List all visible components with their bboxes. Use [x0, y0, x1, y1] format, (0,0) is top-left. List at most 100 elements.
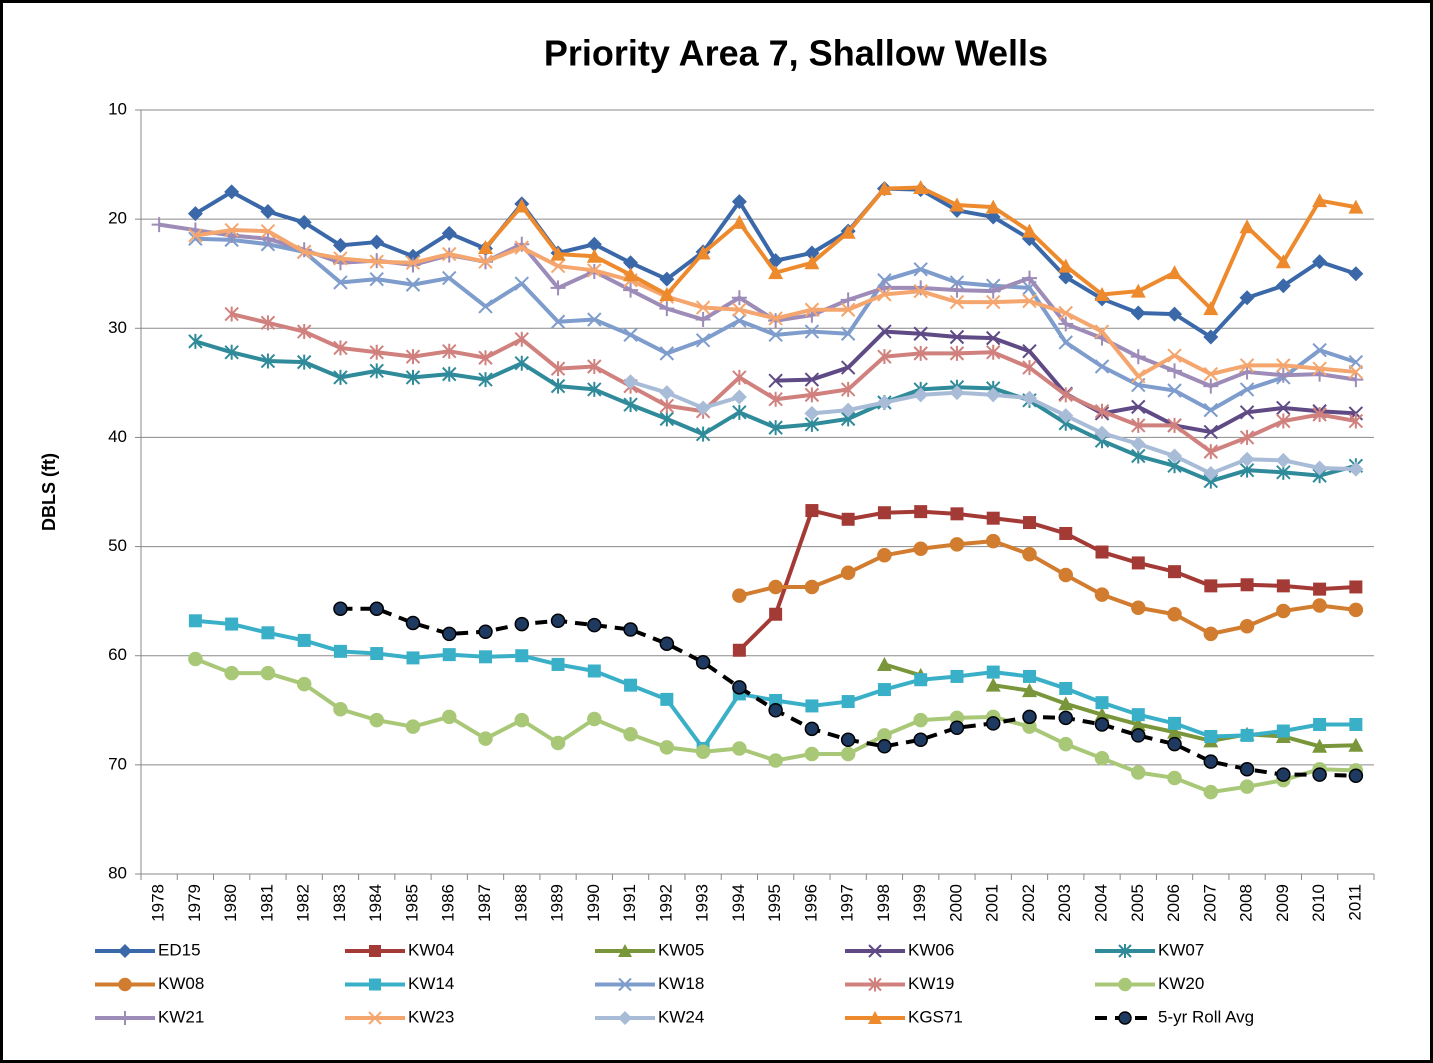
marker: [1348, 266, 1364, 282]
marker: [768, 265, 784, 280]
marker: [586, 248, 602, 263]
marker: [369, 234, 385, 250]
marker: [985, 716, 1001, 731]
marker: [659, 636, 675, 651]
marker: [768, 753, 783, 768]
marker: [333, 644, 347, 658]
x-tick-label: 1981: [257, 884, 276, 922]
marker: [1094, 751, 1110, 766]
marker: [405, 719, 421, 734]
y-tick-label: 60: [108, 645, 127, 664]
marker: [768, 313, 784, 329]
marker: [1203, 465, 1219, 481]
marker: [1312, 767, 1327, 782]
marker: [1276, 579, 1290, 593]
marker: [1276, 358, 1291, 373]
x-tick-label: 1992: [656, 884, 675, 922]
marker: [804, 405, 820, 421]
marker: [876, 395, 892, 411]
marker: [1312, 342, 1327, 358]
marker: [1130, 436, 1146, 452]
marker: [1022, 343, 1037, 359]
marker: [188, 333, 203, 349]
marker: [260, 315, 276, 331]
legend-label: KW23: [408, 1007, 454, 1026]
legend-marker: [868, 977, 882, 992]
x-tick-label: 1980: [221, 884, 240, 922]
marker: [659, 286, 675, 301]
marker: [333, 601, 348, 617]
x-tick-label: 1991: [620, 884, 639, 922]
marker: [478, 624, 493, 639]
marker: [985, 677, 1001, 692]
marker: [478, 299, 493, 314]
x-tick-label: 1997: [838, 884, 857, 922]
marker: [1239, 382, 1255, 397]
marker: [840, 326, 856, 341]
marker: [550, 378, 566, 394]
marker: [731, 290, 747, 306]
marker: [1094, 324, 1110, 339]
marker: [949, 197, 965, 212]
legend-marker: [618, 944, 632, 957]
marker: [1349, 717, 1363, 731]
marker: [296, 214, 312, 230]
marker: [587, 358, 602, 374]
x-tick-label: 1983: [330, 884, 349, 922]
marker: [260, 223, 276, 239]
marker: [1276, 413, 1291, 429]
marker: [260, 231, 276, 247]
marker: [1312, 598, 1327, 613]
marker: [1021, 223, 1037, 238]
marker: [913, 283, 928, 299]
marker: [1094, 286, 1110, 301]
legend-label: KW14: [408, 974, 454, 993]
marker: [949, 345, 965, 361]
marker: [442, 366, 457, 382]
marker: [732, 643, 746, 657]
marker: [333, 275, 348, 290]
marker: [949, 294, 965, 310]
marker: [1167, 383, 1182, 398]
marker: [1131, 369, 1146, 384]
marker: [804, 302, 820, 317]
marker: [1022, 709, 1037, 725]
marker: [1130, 283, 1146, 298]
marker: [261, 626, 275, 640]
marker: [1022, 669, 1036, 683]
series: [732, 533, 1364, 642]
series: [188, 231, 1364, 418]
marker: [1167, 724, 1183, 739]
marker: [333, 701, 348, 717]
marker: [1348, 364, 1364, 380]
marker: [1130, 716, 1146, 731]
marker: [224, 222, 239, 238]
marker: [805, 699, 819, 713]
marker: [695, 400, 711, 416]
marker: [369, 271, 384, 287]
marker: [1275, 254, 1291, 269]
x-tick-label: 2008: [1237, 884, 1256, 922]
marker: [768, 311, 783, 326]
marker: [550, 246, 566, 261]
marker: [405, 349, 421, 365]
marker: [1239, 779, 1255, 794]
marker: [296, 354, 312, 370]
marker: [768, 703, 783, 718]
marker: [986, 511, 1000, 525]
marker: [877, 739, 892, 754]
marker: [369, 254, 384, 269]
marker: [695, 312, 711, 328]
marker: [1131, 399, 1146, 415]
x-tick-label: 1988: [511, 884, 530, 922]
marker: [1058, 305, 1073, 321]
x-tick-label: 2006: [1164, 884, 1183, 922]
marker: [514, 276, 529, 291]
marker: [913, 345, 928, 361]
marker: [260, 665, 276, 681]
marker: [804, 721, 820, 737]
x-tick-label: 1979: [185, 884, 204, 922]
marker: [188, 651, 203, 667]
marker: [1239, 358, 1255, 373]
